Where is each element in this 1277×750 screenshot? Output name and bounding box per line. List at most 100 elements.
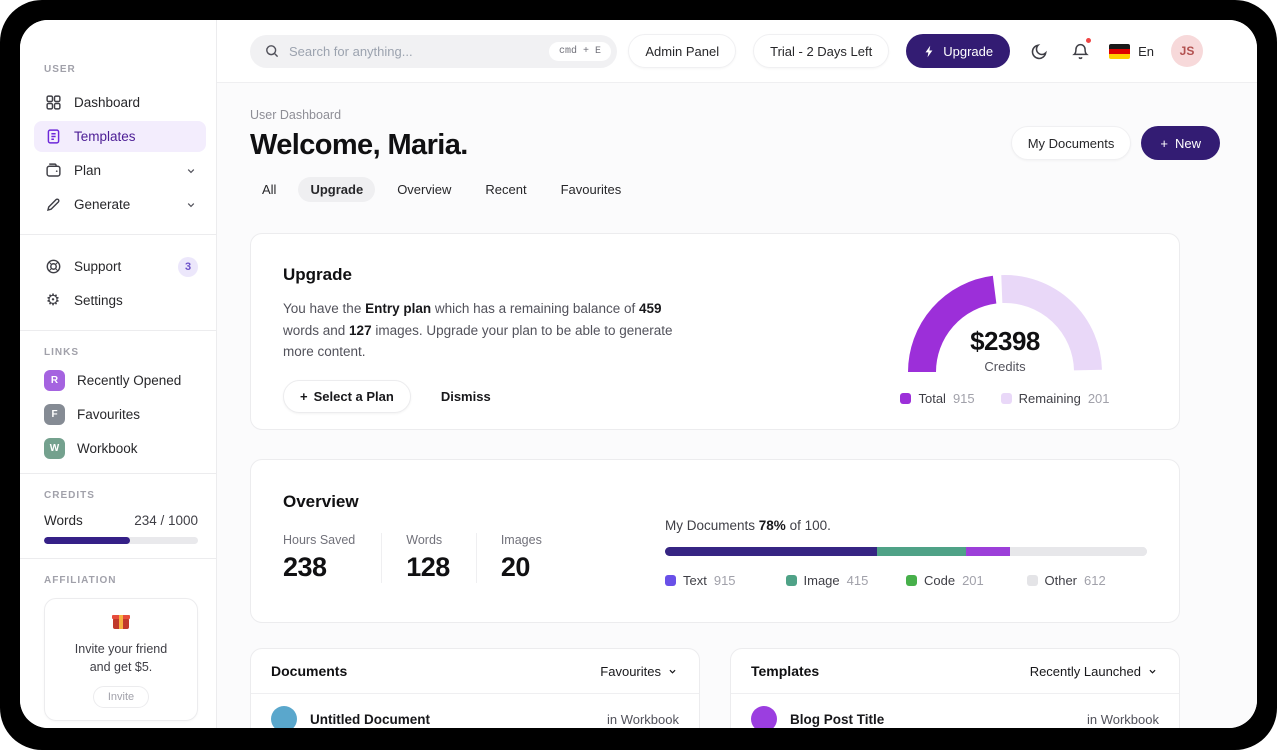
select-plan-button[interactable]: + Select a Plan	[283, 379, 411, 413]
sidebar-item-label: Plan	[74, 163, 102, 178]
legend-swatch	[900, 393, 912, 404]
credits-words-value: 234 / 1000	[134, 513, 198, 528]
link-label: Recently Opened	[77, 373, 182, 388]
sidebar-section-credits: CREDITS	[44, 490, 95, 501]
chevron-down-icon	[1146, 665, 1159, 678]
legend-swatch	[1000, 393, 1012, 404]
template-list-item[interactable]: Blog Post Title in Workbook	[731, 694, 1179, 728]
sidebar-link-favourites[interactable]: F Favourites	[44, 404, 198, 425]
pencil-icon	[44, 196, 62, 214]
tab-all[interactable]: All	[262, 182, 277, 197]
notifications-button[interactable]	[1068, 37, 1093, 63]
germany-flag-icon	[1109, 43, 1131, 59]
invite-button[interactable]: Invite	[92, 686, 150, 709]
tab-favourites[interactable]: Favourites	[560, 182, 622, 197]
overview-stats: Hours Saved 238 Words 128 Images 20	[283, 533, 665, 583]
gear-icon: ⚙	[45, 291, 61, 309]
stat-hours-saved: Hours Saved 238	[283, 533, 356, 582]
upgrade-card-title: Upgrade	[283, 265, 352, 284]
overview-card: Overview Hours Saved 238 Words 128 Image…	[250, 459, 1180, 623]
sidebar-item-support[interactable]: Support 3	[34, 251, 206, 282]
credits-words-label: Words	[44, 513, 83, 528]
chevron-down-icon	[666, 665, 679, 678]
topbar: cmd + E Admin Panel Trial - 2 Days Left …	[217, 20, 1257, 83]
stat-images: Images 20	[475, 533, 568, 583]
trial-badge-button[interactable]: Trial - 2 Days Left	[753, 34, 890, 68]
legend-item-other: Other 612	[1026, 573, 1148, 588]
document-title: Untitled Document	[310, 711, 430, 727]
sidebar-item-settings[interactable]: ⚙ Settings	[34, 285, 206, 316]
documents-card: Documents Favourites Untitled Document i…	[250, 648, 700, 728]
templates-icon	[44, 128, 62, 146]
tab-overview[interactable]: Overview	[397, 182, 452, 197]
sidebar-section-affiliation: AFFILIATION	[44, 575, 117, 586]
divider	[20, 234, 216, 235]
sidebar-link-workbook[interactable]: W Workbook	[44, 438, 198, 459]
filter-tabs: All Upgrade Overview Recent Favourites	[250, 177, 1200, 202]
template-avatar	[751, 706, 777, 728]
my-documents-button[interactable]: My Documents	[1010, 126, 1132, 160]
overview-card-title: Overview	[283, 492, 359, 511]
documents-progress-bar	[665, 547, 1147, 556]
link-label: Favourites	[77, 407, 141, 422]
document-list-item[interactable]: Untitled Document in Workbook	[251, 694, 699, 728]
search-input[interactable]	[289, 43, 549, 59]
language-code: En	[1138, 43, 1154, 59]
affiliation-text-line1: Invite your friend	[74, 642, 168, 656]
template-location: in Workbook	[1086, 711, 1159, 727]
chevron-down-icon	[184, 198, 198, 212]
gift-icon	[112, 613, 130, 629]
search-bar[interactable]: cmd + E	[250, 34, 617, 68]
sidebar-item-dashboard[interactable]: Dashboard	[34, 87, 206, 118]
sidebar-section-links: LINKS	[44, 347, 79, 358]
sidebar-item-label: Generate	[74, 197, 131, 212]
divider	[20, 473, 216, 474]
documents-progress-legend: Text 915 Image 415 Code 201	[665, 573, 1147, 588]
templates-card: Templates Recently Launched Blog Post Ti…	[730, 648, 1180, 728]
documents-progress-label: My Documents 78% of 100.	[665, 518, 831, 533]
credits-progress-track	[44, 537, 198, 544]
sidebar-item-label: Support	[74, 259, 122, 274]
affiliation-card: Invite your friend and get $5. Invite	[44, 598, 198, 722]
gauge-legend: Total 915 Remaining 201	[887, 391, 1123, 406]
grid-icon	[44, 94, 62, 112]
upgrade-card-body: You have the Entry plan which has a rema…	[283, 301, 673, 360]
tab-upgrade[interactable]: Upgrade	[298, 177, 376, 202]
credits-gauge-chart: $2398 Credits Total 915 Remaining 201	[887, 260, 1123, 406]
affiliation-text-line2: and get $5.	[89, 660, 153, 675]
chevron-down-icon	[184, 164, 198, 178]
templates-card-title: Templates	[751, 663, 820, 679]
upgrade-button[interactable]: Upgrade	[906, 34, 1011, 68]
sidebar-item-label: Templates	[74, 129, 136, 144]
admin-panel-button[interactable]: Admin Panel	[628, 34, 737, 68]
dark-mode-toggle[interactable]	[1027, 39, 1051, 63]
link-initial-badge: R	[44, 370, 65, 391]
sidebar-link-recently-opened[interactable]: R Recently Opened	[44, 370, 198, 391]
legend-item-remaining: Remaining 201	[1000, 391, 1110, 406]
language-selector[interactable]: En	[1109, 43, 1154, 59]
divider	[20, 558, 216, 559]
sidebar-section-user: USER	[44, 64, 76, 75]
sidebar-item-generate[interactable]: Generate	[34, 189, 206, 220]
user-avatar[interactable]: JS	[1171, 35, 1203, 67]
app-window: USER Dashboard Templates	[20, 20, 1257, 728]
legend-item-code: Code 201	[906, 573, 1027, 588]
tab-recent[interactable]: Recent	[485, 182, 527, 197]
template-title: Blog Post Title	[790, 711, 885, 727]
templates-filter-dropdown[interactable]: Recently Launched	[1030, 664, 1159, 679]
plus-icon: +	[300, 388, 308, 404]
dismiss-button[interactable]: Dismiss	[440, 388, 491, 404]
sidebar-item-plan[interactable]: Plan	[34, 155, 206, 186]
sidebar-item-label: Settings	[74, 293, 123, 308]
new-button[interactable]: + New	[1141, 126, 1220, 160]
moon-icon	[1030, 42, 1049, 61]
sidebar-item-label: Dashboard	[74, 95, 141, 110]
page-title: Welcome, Maria.	[250, 129, 468, 161]
link-initial-badge: F	[44, 404, 65, 425]
breadcrumb: User Dashboard	[250, 108, 342, 122]
lightning-icon	[923, 45, 936, 58]
documents-filter-dropdown[interactable]: Favourites	[600, 664, 679, 679]
sidebar-item-templates[interactable]: Templates	[34, 121, 206, 152]
upgrade-card: Upgrade You have the Entry plan which ha…	[250, 233, 1180, 430]
